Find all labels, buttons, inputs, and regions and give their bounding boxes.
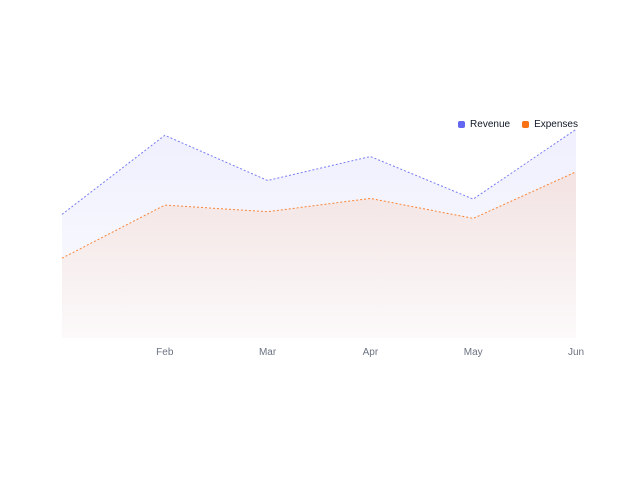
x-axis-ticks: Feb Mar Apr May Jun bbox=[156, 347, 584, 358]
legend-label-expenses: Expenses bbox=[534, 119, 578, 130]
series-areas bbox=[62, 129, 576, 338]
series-lines bbox=[61, 128, 577, 259]
x-tick-label-feb: Feb bbox=[156, 347, 174, 358]
chart-legend: Revenue Expenses bbox=[458, 119, 578, 130]
x-tick-label-apr: Apr bbox=[363, 347, 379, 358]
legend-swatch-revenue bbox=[458, 121, 466, 128]
legend-item-expenses[interactable]: Expenses bbox=[522, 119, 578, 130]
series-line-revenue[interactable] bbox=[61, 128, 577, 215]
legend-label-revenue: Revenue bbox=[470, 119, 511, 130]
x-tick-label-jun: Jun bbox=[568, 347, 584, 358]
legend-item-revenue[interactable]: Revenue bbox=[458, 119, 510, 130]
x-tick-label-may: May bbox=[464, 347, 483, 358]
x-tick-label-mar: Mar bbox=[259, 347, 277, 358]
area-fill-expenses bbox=[62, 171, 576, 338]
legend-swatch-expenses bbox=[522, 121, 530, 128]
series-line-expenses[interactable] bbox=[61, 171, 577, 259]
